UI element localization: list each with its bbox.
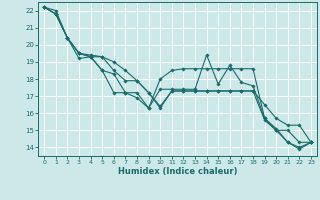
X-axis label: Humidex (Indice chaleur): Humidex (Indice chaleur): [118, 167, 237, 176]
